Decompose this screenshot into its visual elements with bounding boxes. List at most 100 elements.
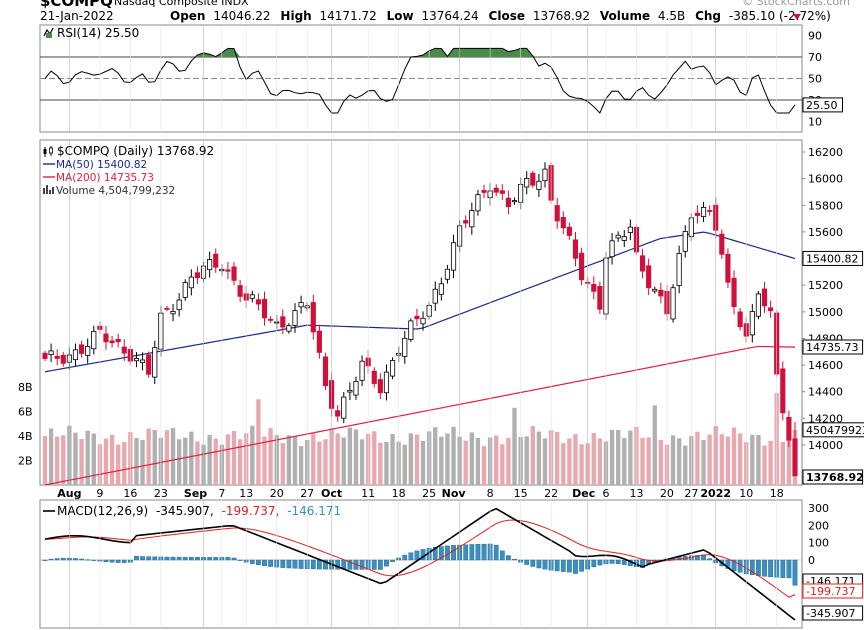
- macd-histogram-bar: [249, 559, 255, 564]
- candle-body: [682, 231, 688, 252]
- macd-histogram-bar: [231, 557, 237, 561]
- volume-bar: [189, 431, 194, 485]
- candle-body: [176, 299, 182, 311]
- volume-bar: [469, 432, 474, 485]
- volume-bar: [579, 444, 584, 485]
- volume-bar: [750, 434, 755, 485]
- volume-bar: [786, 440, 792, 485]
- candle-body: [353, 381, 359, 396]
- x-axis-label: 20: [270, 487, 284, 500]
- volume-bar: [402, 444, 407, 485]
- macd-histogram-bar: [591, 559, 597, 568]
- candle-body: [511, 200, 518, 203]
- candle-body: [469, 210, 475, 228]
- volume-bar: [91, 433, 96, 485]
- volume-label: Volume: [600, 9, 650, 23]
- candle-body: [658, 289, 664, 297]
- volume-bar: [237, 439, 243, 485]
- volume-bar: [414, 434, 420, 485]
- candle-body: [786, 416, 792, 441]
- macd-histogram-bar: [451, 545, 456, 561]
- ohlc-line: Open 14046.22 High 14171.72 Low 13764.24…: [170, 9, 831, 23]
- macd-histogram-bar: [323, 559, 328, 570]
- volume-bar: [268, 428, 273, 485]
- volume-bar: [512, 407, 517, 485]
- candle-body: [408, 320, 414, 340]
- macd-histogram-bar: [780, 559, 786, 578]
- macd-histogram-bar: [469, 544, 475, 561]
- ma50-line: [44, 231, 796, 373]
- x-axis-label: 18: [770, 487, 784, 500]
- volume-value-callout-box: [802, 422, 864, 438]
- candle-body: [670, 287, 676, 320]
- volume-bar: [445, 433, 450, 485]
- candle-body: [694, 212, 701, 216]
- macd-histogram-bar: [310, 559, 316, 570]
- volume-bar: [55, 436, 60, 485]
- candle-body: [237, 285, 243, 297]
- x-axis-label: 15: [514, 487, 528, 500]
- rsi-tick-label: 70: [808, 51, 822, 64]
- candle-body: [322, 356, 329, 387]
- candle-body: [450, 242, 457, 271]
- macd-histogram-bar: [280, 559, 286, 568]
- macd-signal-callout-box: [802, 583, 864, 599]
- ma50-value-callout: 15400.82: [806, 252, 859, 265]
- macd-histogram-bar: [146, 556, 152, 561]
- volume-bar: [542, 438, 548, 485]
- volume-bar: [567, 438, 572, 485]
- volume-bar: [597, 438, 603, 485]
- candle-body: [170, 310, 176, 315]
- candle-body: [188, 276, 194, 289]
- rsi-tick-label: 10: [808, 116, 822, 129]
- macd-histogram-bar: [152, 556, 158, 561]
- x-axis-label: 27: [684, 487, 698, 500]
- rsi-overbought-fill: [197, 48, 539, 57]
- macd-histogram-bar: [109, 559, 115, 563]
- volume-bar: [524, 436, 529, 485]
- volume-bar: [140, 440, 145, 485]
- chg-value: -385.10 (-2.72%): [729, 9, 831, 23]
- macd-histogram-bar: [384, 559, 389, 567]
- macd-histogram-bar: [408, 552, 414, 561]
- chart-symbol: $COMPQ: [40, 0, 113, 10]
- x-axis-label: 18: [392, 487, 406, 500]
- volume-bar: [298, 446, 304, 485]
- macd-histogram-bar: [530, 559, 536, 567]
- close-value: 13768.92: [533, 9, 590, 23]
- volume-bar: [61, 435, 66, 485]
- macd-legend-signal: -199.737,: [222, 504, 280, 518]
- volume-bar: [683, 445, 688, 485]
- candle-body: [377, 379, 383, 394]
- volume-tick-label: 2B: [18, 455, 33, 468]
- volume-value: 4.5B: [658, 9, 685, 23]
- close-label: Close: [489, 9, 525, 23]
- candle-body: [444, 268, 451, 280]
- volume-legend-icon: [43, 185, 54, 194]
- high-value: 14171.72: [320, 9, 377, 23]
- macd-histogram-bar: [512, 559, 517, 561]
- macd-histogram-bar: [85, 559, 91, 561]
- macd-tick-label: 0: [808, 554, 815, 567]
- volume-bar: [494, 435, 499, 485]
- candle-body: [54, 355, 60, 359]
- volume-bar: [420, 440, 426, 485]
- volume-bar: [506, 437, 511, 485]
- volume-bar: [152, 430, 157, 485]
- macd-histogram-bar: [475, 544, 481, 561]
- volume-bar: [640, 437, 645, 485]
- macd-histogram-bar: [432, 547, 438, 561]
- candle-body: [213, 253, 219, 268]
- price-tick-label: 15200: [808, 279, 843, 292]
- macd-histogram-bar: [225, 557, 231, 561]
- volume-tick-label: 8B: [18, 381, 33, 394]
- candle-body: [572, 239, 579, 259]
- volume-bar: [652, 405, 657, 486]
- volume-bar: [341, 437, 346, 485]
- macd-histogram-bar: [615, 559, 621, 564]
- x-axis-label: 8: [487, 487, 494, 500]
- x-axis-label: Aug: [57, 487, 81, 500]
- volume-bar: [164, 430, 170, 485]
- volume-bar: [170, 427, 176, 485]
- volume-legend-text: Volume 4,504,799,232: [56, 185, 175, 197]
